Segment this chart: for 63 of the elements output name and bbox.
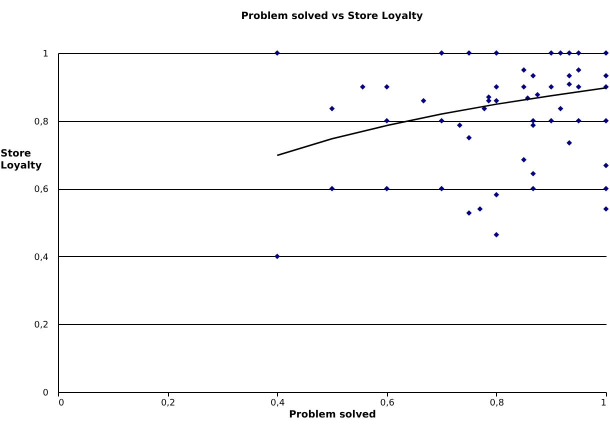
point [274,50,280,56]
point [438,118,444,124]
point [566,72,572,78]
point [521,84,527,90]
point [548,50,554,56]
point [384,186,390,192]
y-tick-label: 0,4 [34,252,49,263]
point [576,67,582,73]
point [456,122,462,128]
point [603,50,609,56]
point [603,162,609,168]
x-tick-label: 0,2 [160,398,176,408]
point [530,72,536,78]
point [494,232,500,238]
point [576,84,582,90]
point [566,140,572,146]
point [420,98,426,104]
point [360,84,366,90]
y-tick-label: 0,6 [34,185,49,196]
point [603,72,609,78]
y-tick-label: 0,8 [34,117,49,128]
x-tick-label: 0,4 [270,398,286,408]
x-tick-label: 0,8 [490,398,504,408]
point [486,98,492,104]
point [494,84,500,90]
point [466,50,472,56]
point [530,170,536,176]
chart-title: Problem solved vs Store Loyalty [241,11,424,22]
point [566,81,572,87]
y-tick-label: 0 [42,388,49,398]
point [576,118,582,124]
point [438,50,444,56]
point [494,98,500,104]
point [603,206,609,212]
point [494,50,500,56]
point [384,118,390,124]
point [576,50,582,56]
point [329,186,335,192]
x-axis-title: Problem solved [288,410,376,420]
point [521,157,527,163]
point [530,186,536,192]
point [534,92,540,98]
point [329,106,335,112]
y-tick-label: 0,2 [34,320,48,331]
point [274,254,280,260]
y-tick-label: 1 [42,50,48,60]
x-tick-label: 1 [600,398,606,408]
point [558,50,564,56]
point [548,118,554,124]
point [548,84,554,90]
x-tick-label: 0 [58,398,64,408]
point [466,210,472,216]
x-tick-label: 0,6 [380,398,395,408]
point [494,192,500,198]
point [603,118,609,124]
point [558,106,564,112]
point [477,206,483,212]
point [384,84,390,90]
point [566,50,572,56]
point [603,186,609,192]
y-axis-title: Store Loyalty [0,148,42,172]
point [521,67,527,73]
point [438,186,444,192]
